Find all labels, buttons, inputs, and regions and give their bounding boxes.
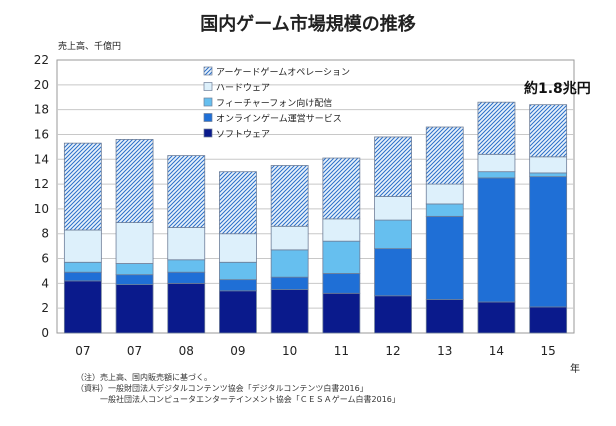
y-tick-label: 12 xyxy=(34,177,49,191)
y-tick-label: 14 xyxy=(34,152,49,166)
legend-label: アーケードゲームオペレーション xyxy=(216,66,350,78)
bar-segment xyxy=(529,306,568,334)
x-tick-label: 07 xyxy=(127,344,142,358)
bar-segment xyxy=(270,276,309,290)
bar-segment xyxy=(425,215,464,300)
legend-label: ソフトウェア xyxy=(216,129,270,140)
bar-segment xyxy=(219,279,257,292)
y-tick-label: 16 xyxy=(34,127,49,141)
x-axis-label: 年 xyxy=(570,362,580,375)
y-tick-label: 0 xyxy=(41,326,49,340)
bar-segment xyxy=(115,222,154,264)
x-tick-label: 07 xyxy=(75,344,90,358)
legend-swatch xyxy=(203,97,213,107)
bar-segment xyxy=(270,249,309,278)
bar-segment xyxy=(477,301,516,334)
bar-segment xyxy=(63,261,102,273)
bar-segment xyxy=(374,295,412,334)
legend-label: オンラインゲーム運営サービス xyxy=(216,113,342,125)
bar-segment xyxy=(374,136,412,197)
chart-title: 国内ゲーム市場規模の推移 xyxy=(200,14,416,35)
x-tick-label: 15 xyxy=(541,344,556,358)
total-annotation: 約1.8兆円 xyxy=(524,80,591,97)
bar-segment xyxy=(425,126,464,185)
x-tick-label: 10 xyxy=(282,344,297,358)
bar-segment xyxy=(167,282,206,334)
x-tick-label: 14 xyxy=(489,344,504,358)
note-line: （資料）一般財団法人デジタルコンテンツ協会「デジタルコンテンツ白書2016」 xyxy=(76,384,368,393)
bar-segment xyxy=(63,271,102,282)
bar-segment xyxy=(529,172,568,178)
bar-segment xyxy=(167,227,206,261)
bar-segment xyxy=(425,183,464,205)
bar-segment xyxy=(425,203,464,217)
bar-segment xyxy=(477,101,516,155)
bar-segment xyxy=(63,280,102,334)
bar-segment xyxy=(167,271,206,284)
y-tick-label: 22 xyxy=(34,53,49,67)
y-tick-label: 20 xyxy=(34,78,49,92)
legend-label: ハードウェア xyxy=(216,83,270,94)
bar-segment xyxy=(374,248,412,297)
note-line: （注）売上高、国内販売額に基づく。 xyxy=(76,373,212,382)
y-tick-label: 10 xyxy=(34,202,49,216)
bar-segment xyxy=(115,284,154,334)
bar-segment xyxy=(322,240,361,274)
bar-segment xyxy=(219,171,257,235)
y-tick-label: 2 xyxy=(41,301,49,315)
bar-segment xyxy=(477,171,516,179)
bar-segment xyxy=(115,263,154,276)
bar-segment xyxy=(477,153,516,173)
bar-segment xyxy=(374,219,412,250)
legend-swatch xyxy=(203,113,213,122)
y-tick-label: 8 xyxy=(41,227,49,241)
bar-segment xyxy=(270,225,309,251)
x-tick-label: 13 xyxy=(437,344,452,358)
bar-segment xyxy=(529,156,568,174)
note-line: 一般社団法人コンピュータエンターテインメント協会「ＣＥＳＡゲーム白書2016」 xyxy=(100,395,400,404)
bar-segment xyxy=(529,176,568,308)
plot-frame xyxy=(56,59,575,334)
bar-segment xyxy=(219,233,257,263)
x-tick-label: 09 xyxy=(230,344,245,358)
bar-segment xyxy=(270,165,309,227)
bar-segment xyxy=(115,139,154,223)
legend-label: フィーチャーフォン向け配信 xyxy=(216,97,332,109)
y-tick-label: 4 xyxy=(41,276,49,290)
legend-swatch xyxy=(203,66,213,76)
bar-segment xyxy=(425,299,464,334)
x-tick-label: 12 xyxy=(385,344,400,358)
y-tick-label: 18 xyxy=(34,103,49,117)
source-notes: （注）売上高、国内販売額に基づく。 （資料）一般財団法人デジタルコンテンツ協会「… xyxy=(76,372,400,405)
bar-segment xyxy=(270,289,309,334)
x-tick-label: 08 xyxy=(179,344,194,358)
bar-segment xyxy=(374,196,412,221)
bar-segment xyxy=(322,157,361,220)
bar-segment xyxy=(219,290,257,334)
bar-segment xyxy=(63,229,102,263)
bar-segment xyxy=(322,292,361,334)
bar-segment xyxy=(529,104,568,158)
y-tick-label: 6 xyxy=(41,252,49,266)
legend-swatch xyxy=(203,82,213,91)
bar-segment xyxy=(322,273,361,294)
y-axis-label: 売上高、千億円 xyxy=(58,40,121,52)
bar-segment xyxy=(322,218,361,242)
bar-segment xyxy=(63,142,102,231)
legend-swatch xyxy=(203,128,213,138)
x-tick-label: 11 xyxy=(334,344,349,358)
bar-segment xyxy=(167,259,206,273)
bar-segment xyxy=(219,261,257,281)
bar-segment xyxy=(477,177,516,303)
bar-segment xyxy=(167,155,206,228)
bar-segment xyxy=(115,274,154,286)
